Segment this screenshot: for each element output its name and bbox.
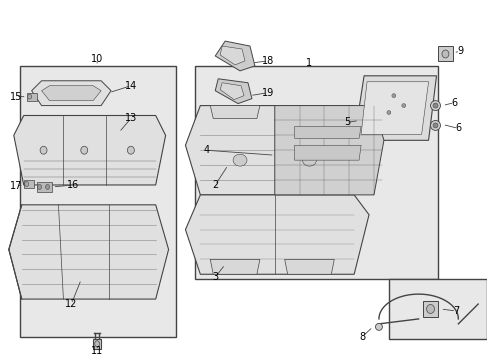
Text: 6: 6 <box>450 98 456 108</box>
Text: 7: 7 <box>452 306 459 316</box>
Ellipse shape <box>426 305 434 314</box>
Ellipse shape <box>28 94 32 99</box>
Ellipse shape <box>391 94 395 98</box>
Ellipse shape <box>441 50 448 58</box>
Polygon shape <box>93 339 101 349</box>
Ellipse shape <box>432 123 437 128</box>
Polygon shape <box>20 66 175 337</box>
Ellipse shape <box>429 121 440 130</box>
Polygon shape <box>14 116 165 185</box>
Polygon shape <box>284 105 334 118</box>
Polygon shape <box>422 301 438 317</box>
Text: 2: 2 <box>212 180 218 190</box>
Polygon shape <box>353 76 436 140</box>
Polygon shape <box>274 105 383 195</box>
Polygon shape <box>220 83 244 100</box>
Text: 1: 1 <box>306 58 312 68</box>
Text: 13: 13 <box>124 113 137 123</box>
Polygon shape <box>210 260 259 274</box>
Polygon shape <box>210 105 259 118</box>
Ellipse shape <box>429 100 440 111</box>
Text: 9: 9 <box>456 46 463 56</box>
Polygon shape <box>37 182 51 192</box>
Ellipse shape <box>401 104 405 108</box>
Polygon shape <box>215 79 251 104</box>
Polygon shape <box>438 46 452 61</box>
Polygon shape <box>220 46 244 65</box>
Polygon shape <box>284 260 334 274</box>
Ellipse shape <box>45 184 49 189</box>
Text: 16: 16 <box>67 180 79 190</box>
Polygon shape <box>32 81 111 105</box>
Ellipse shape <box>81 146 87 154</box>
Text: 5: 5 <box>344 117 349 127</box>
Ellipse shape <box>432 103 437 108</box>
Ellipse shape <box>375 323 382 330</box>
Text: 17: 17 <box>10 181 22 191</box>
Text: 14: 14 <box>124 81 137 91</box>
Polygon shape <box>27 93 37 100</box>
Text: 6: 6 <box>454 123 461 134</box>
Polygon shape <box>195 66 438 279</box>
Ellipse shape <box>233 154 246 166</box>
Polygon shape <box>215 41 254 71</box>
Text: 11: 11 <box>91 346 103 356</box>
Ellipse shape <box>302 154 316 166</box>
Polygon shape <box>185 105 368 195</box>
Polygon shape <box>9 205 168 299</box>
Ellipse shape <box>40 146 47 154</box>
Text: 8: 8 <box>358 332 365 342</box>
Polygon shape <box>294 126 360 138</box>
Text: 3: 3 <box>212 272 218 282</box>
Text: 18: 18 <box>261 56 273 66</box>
Text: 4: 4 <box>203 145 209 155</box>
Text: 15: 15 <box>10 92 22 102</box>
Polygon shape <box>360 82 427 134</box>
Ellipse shape <box>25 181 29 186</box>
Polygon shape <box>294 145 360 160</box>
Polygon shape <box>24 180 34 188</box>
Text: 10: 10 <box>91 54 103 64</box>
Text: 19: 19 <box>261 88 273 98</box>
Ellipse shape <box>95 341 100 347</box>
Polygon shape <box>388 279 486 339</box>
Text: 12: 12 <box>65 299 78 309</box>
Ellipse shape <box>386 111 390 114</box>
Ellipse shape <box>127 146 134 154</box>
Ellipse shape <box>38 184 41 189</box>
Polygon shape <box>185 195 368 274</box>
Polygon shape <box>41 86 101 100</box>
